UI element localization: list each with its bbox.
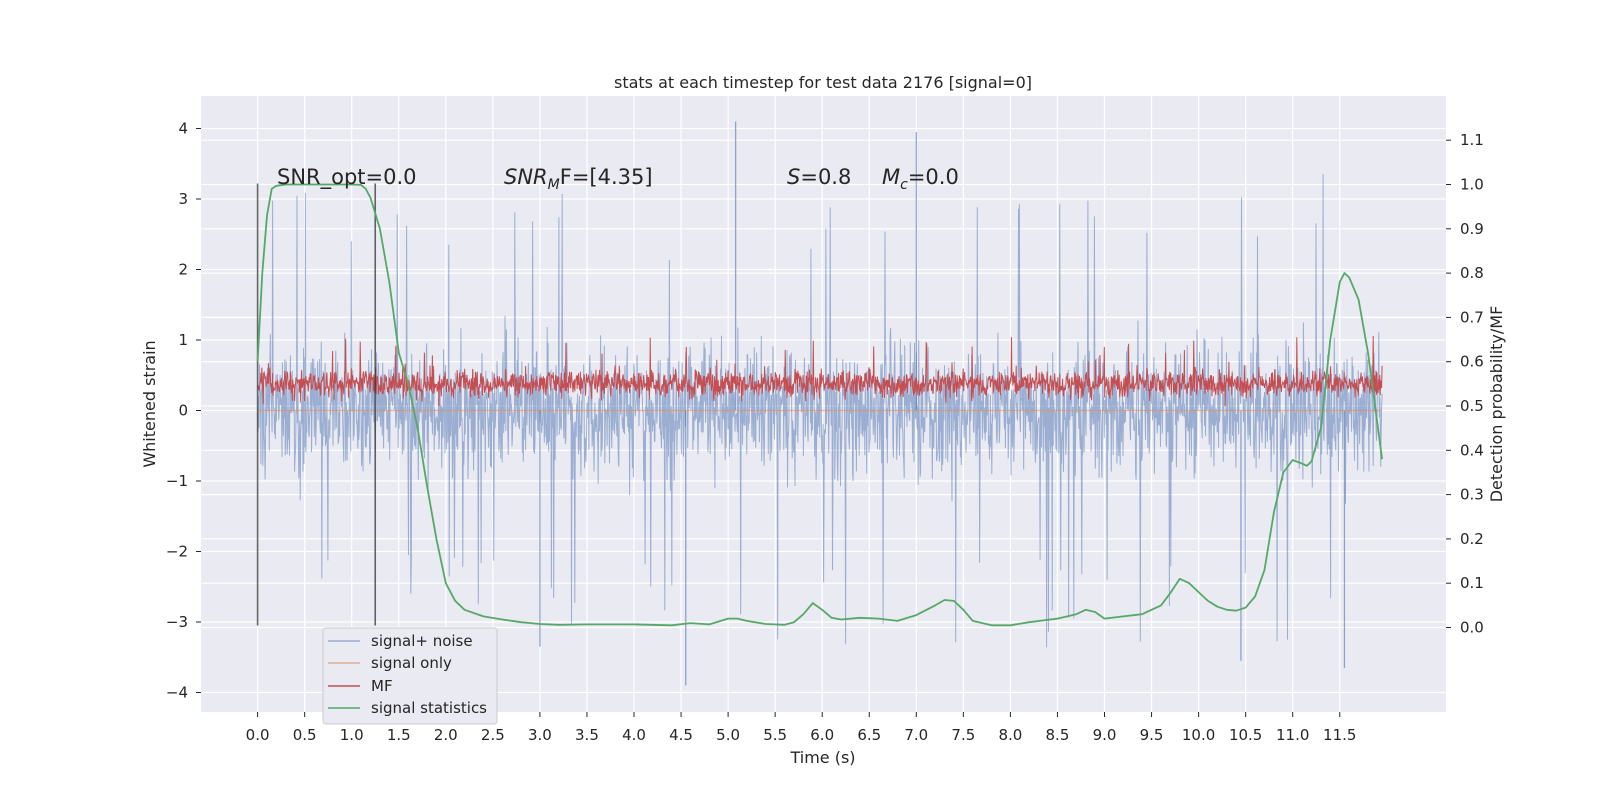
x-tick-label: 2.0 [434,726,458,744]
x-tick-label: 10.5 [1229,726,1262,744]
x-tick-label: 0.0 [246,726,270,744]
y-tick-label-left: 2 [178,261,188,279]
series-signal-noise [257,121,1383,686]
annotation-s: S=0.8 [787,165,851,189]
signal-statistics-line [256,183,1383,627]
y-tick-label-right: 0.5 [1460,397,1484,415]
x-tick-label: 4.0 [622,726,646,744]
legend-label-signal-only: signal only [371,654,452,672]
y-tick-label-left: 3 [178,190,188,208]
y-tick-label-left: −4 [166,684,188,702]
x-tick-label: 1.0 [340,726,364,744]
y-tick-label-right: 0.9 [1460,220,1484,238]
y-tick-label-right: 0.6 [1460,353,1484,371]
y-axis-label-left: Whitened strain [140,340,159,467]
y-tick-label-left: 4 [178,120,188,138]
x-tick-label: 3.0 [528,726,552,744]
legend-label-signal-noise: signal+ noise [371,632,473,650]
x-tick-label: 1.5 [387,726,411,744]
chart-title: stats at each timestep for test data 217… [614,73,1032,92]
y-tick-label-right: 1.1 [1460,131,1484,149]
y-tick-label-right: 0.2 [1460,530,1484,548]
x-tick-label: 4.5 [669,726,693,744]
x-tick-label: 7.0 [904,726,928,744]
series-mf [257,335,1383,407]
x-tick-label: 5.0 [716,726,740,744]
annotation-snr-opt: SNR_opt=0.0 [277,165,417,190]
signal-noise-line [257,174,1383,648]
x-tick-label: 11.0 [1276,726,1309,744]
x-tick-label: 6.0 [810,726,834,744]
y-tick-label-left: −1 [166,472,188,490]
y-tick-label-right: 0.4 [1460,441,1484,459]
y-tick-label-right: 0.3 [1460,486,1484,504]
y-axis-label-right: Detection probability/MF [1487,306,1506,503]
x-tick-label: 3.5 [575,726,599,744]
y-tick-label-right: 0.8 [1460,264,1484,282]
y-tick-label-left: 0 [178,402,188,420]
x-tick-label: 11.5 [1323,726,1356,744]
y-tick-label-right: 0.0 [1460,619,1484,637]
legend-label-signal-statistics: signal statistics [371,699,487,717]
annotation-snr-mf: SNRMF=[4.35] [504,165,653,193]
y-tick-label-right: 0.1 [1460,574,1484,592]
x-tick-label: 9.0 [1093,726,1117,744]
interval-markers [256,183,377,626]
x-tick-label: 5.5 [763,726,787,744]
y-tick-label-right: 1.0 [1460,176,1484,194]
tick-labels: 0.0 0.5 1.0 1.5 2.0 2.5 3.0 3.5 4.0 4.5 5.0 5.5 6.0 6… [166,120,1484,745]
x-tick-label: 8.5 [1046,726,1070,744]
y-tick-label-right: 0.7 [1460,308,1484,326]
x-tick-label: 2.5 [481,726,505,744]
series-signal-statistics [256,183,1383,627]
x-tick-label: 0.5 [293,726,317,744]
x-tick-label: 8.0 [998,726,1022,744]
y-tick-label-left: −3 [166,613,188,631]
x-tick-label: 6.5 [857,726,881,744]
x-tick-label: 7.5 [951,726,975,744]
legend-label-mf: MF [371,677,393,695]
legend: signal+ noise signal only MF signal stat… [322,627,498,725]
annotation-mc: Mc=0.0 [882,165,959,193]
mf-line [257,335,1383,407]
x-axis-label: Time (s) [789,748,855,767]
legend-box [322,627,498,725]
y-tick-label-left: −2 [166,543,188,561]
y-tick-label-left: 1 [178,331,188,349]
x-tick-label: 9.5 [1140,726,1164,744]
x-tick-label: 10.0 [1182,726,1215,744]
